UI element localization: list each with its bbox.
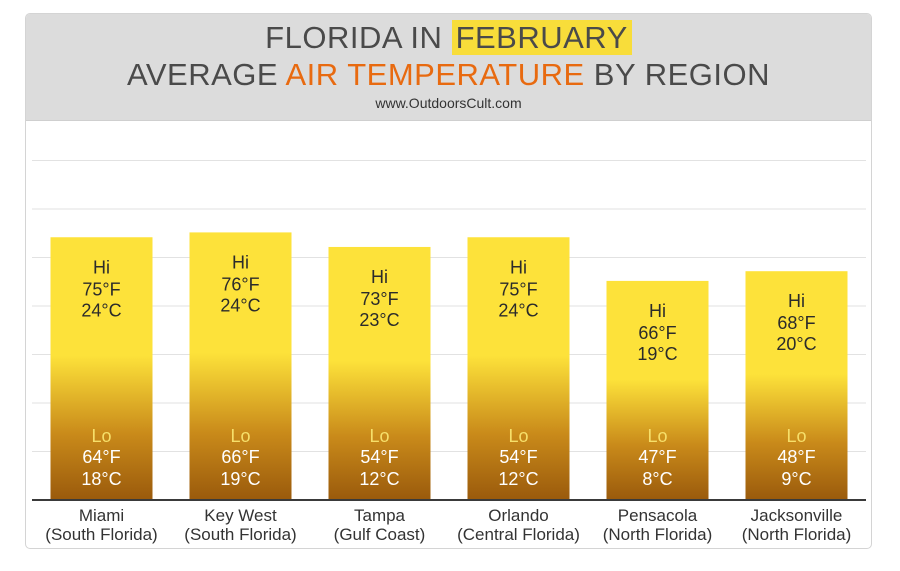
bar — [606, 280, 709, 500]
lo-value-c: 8°C — [642, 469, 672, 489]
lo-label: Lo — [91, 426, 111, 446]
subtitle-text-end: BY REGION — [593, 57, 770, 92]
bar — [189, 232, 292, 500]
lo-label: Lo — [230, 426, 250, 446]
category-sublabel: (North Florida) — [603, 525, 713, 544]
lo-value-f: 66°F — [221, 447, 259, 467]
hi-value-f: 76°F — [221, 274, 259, 294]
hi-value-c: 24°C — [81, 300, 121, 320]
hi-value-f: 75°F — [82, 279, 120, 299]
category-sublabel: (North Florida) — [742, 525, 852, 544]
hi-label: Hi — [510, 257, 527, 277]
hi-label: Hi — [649, 301, 666, 321]
lo-value-f: 48°F — [777, 447, 815, 467]
bar — [50, 237, 153, 500]
bar — [328, 246, 431, 500]
lo-value-f: 54°F — [360, 447, 398, 467]
category-label: Jacksonville — [751, 506, 843, 525]
lo-value-c: 12°C — [359, 469, 399, 489]
category-sublabel: (Central Florida) — [457, 525, 580, 544]
hi-label: Hi — [371, 267, 388, 287]
hi-value-f: 73°F — [360, 289, 398, 309]
bar — [467, 237, 570, 500]
lo-label: Lo — [369, 426, 389, 446]
chart-header: FLORIDA IN FEBRUARY AVERAGE AIR TEMPERAT… — [26, 14, 871, 121]
lo-value-c: 18°C — [81, 469, 121, 489]
subtitle-highlight: AIR TEMPERATURE — [285, 57, 585, 92]
category-sublabel: (South Florida) — [184, 525, 296, 544]
chart-title: FLORIDA IN FEBRUARY — [26, 20, 871, 56]
lo-value-c: 12°C — [498, 469, 538, 489]
hi-value-c: 24°C — [220, 295, 260, 315]
category-sublabel: (South Florida) — [45, 525, 157, 544]
hi-value-f: 66°F — [638, 323, 676, 343]
hi-value-c: 19°C — [637, 344, 677, 364]
hi-value-f: 75°F — [499, 279, 537, 299]
category-label: Pensacola — [618, 506, 698, 525]
hi-label: Hi — [232, 252, 249, 272]
lo-value-c: 9°C — [781, 469, 811, 489]
category-label: Orlando — [488, 506, 548, 525]
lo-value-f: 54°F — [499, 447, 537, 467]
hi-label: Hi — [788, 291, 805, 311]
website-label: www.OutdoorsCult.com — [375, 95, 522, 111]
title-month-highlight: FEBRUARY — [451, 20, 632, 55]
category-sublabel: (Gulf Coast) — [334, 525, 426, 544]
lo-label: Lo — [647, 426, 667, 446]
lo-value-f: 64°F — [82, 447, 120, 467]
lo-value-c: 19°C — [220, 469, 260, 489]
subtitle-text-start: AVERAGE — [127, 57, 279, 92]
category-label: Key West — [204, 506, 277, 525]
hi-label: Hi — [93, 257, 110, 277]
hi-value-c: 24°C — [498, 300, 538, 320]
title-text: FLORIDA IN — [265, 20, 443, 55]
category-label: Miami — [79, 506, 124, 525]
hi-value-c: 20°C — [776, 334, 816, 354]
chart-card: FLORIDA IN FEBRUARY AVERAGE AIR TEMPERAT… — [25, 13, 872, 549]
category-label: Tampa — [354, 506, 406, 525]
lo-label: Lo — [786, 426, 806, 446]
chart-subtitle: AVERAGE AIR TEMPERATURE BY REGION — [26, 57, 871, 93]
hi-value-c: 23°C — [359, 310, 399, 330]
hi-value-f: 68°F — [777, 313, 815, 333]
lo-value-f: 47°F — [638, 447, 676, 467]
lo-label: Lo — [508, 426, 528, 446]
bar — [745, 271, 848, 500]
